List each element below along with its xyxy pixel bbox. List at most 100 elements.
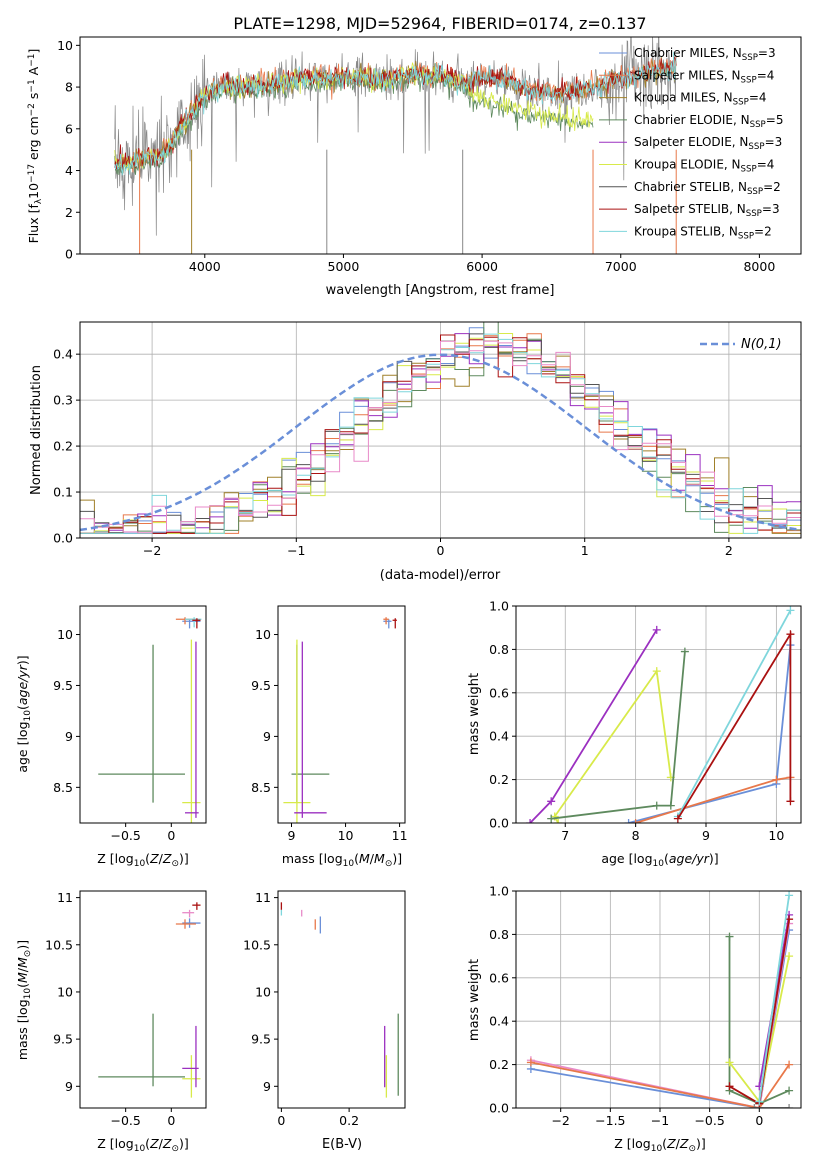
weight-marker	[652, 625, 661, 634]
y-axis-label: mass [log10(M/M⊙)]	[15, 940, 33, 1060]
y-axis-label: age [log10(age/yr)]	[15, 655, 33, 772]
y-tick-label: 0.8	[489, 927, 509, 942]
x-tick-label: 0	[755, 1113, 763, 1128]
y-tick-label: 8	[65, 80, 73, 95]
errorbar-point	[294, 641, 327, 818]
normal-curve	[80, 353, 801, 532]
model-spectrum	[114, 56, 677, 170]
legend-label: Salpeter MILES, NSSP=4	[634, 68, 774, 85]
x-tick-label: 0	[167, 828, 175, 843]
mass-vs-metallicity: −0.5 0 9 9.5 10 10.5 11 Z [log10(Z/Z⊙)] mass [lo…	[15, 890, 207, 1154]
x-tick-label: −0.5	[694, 1113, 724, 1128]
model-spectrum	[114, 62, 594, 172]
x-tick-label: 5000	[328, 259, 360, 274]
weight-marker	[673, 814, 682, 823]
y-tick-label: 0.0	[53, 531, 73, 546]
x-axis-label: Z [log10(Z/Z⊙)]	[97, 1136, 189, 1154]
y-tick-label: 6	[65, 121, 73, 136]
y-tick-label: 11	[255, 890, 271, 905]
y-tick-label: 10.5	[45, 937, 73, 952]
y-tick-label: 11	[57, 890, 73, 905]
weight-marker	[786, 606, 795, 615]
x-tick-label: 8000	[743, 259, 775, 274]
x-tick-label: 10	[338, 828, 354, 843]
errorbar-point	[192, 902, 201, 910]
weight-vs-age: 7 8 9 10 0.0 0.2 0.4 0.6 0.8 1.0 age [log10(age/yr…	[467, 599, 802, 869]
weight-marker	[547, 814, 556, 823]
y-tick-label: 0.6	[489, 685, 509, 700]
errorbar-point	[185, 617, 202, 628]
y-axis-label: Normed distribution	[29, 365, 44, 495]
x-tick-label: 0.2	[339, 1113, 359, 1128]
x-tick-label: 7	[561, 828, 569, 843]
weight-marker	[772, 775, 781, 784]
weight-line	[530, 1061, 790, 1108]
x-tick-label: −0.5	[110, 1113, 140, 1128]
y-tick-label: 0.4	[489, 729, 509, 744]
weight-marker	[785, 1104, 794, 1108]
y-tick-label: 8.5	[53, 780, 73, 795]
legend-label: N(0,1)	[741, 337, 782, 352]
y-tick-label: 0.2	[489, 1057, 509, 1072]
legend-label: Kroupa STELIB, NSSP=2	[634, 224, 772, 241]
y-axis-label: mass weight	[467, 959, 482, 1041]
age-vs-mass: 9 10 11 8.5 9 9.5 10 mass [log10(M/M⊙)]	[251, 605, 408, 869]
weight-marker	[624, 819, 633, 823]
x-axis-label: Z [log10(Z/Z⊙)]	[97, 851, 189, 869]
weight-line	[628, 645, 792, 823]
axes-frame	[79, 890, 207, 1109]
weight-marker	[785, 1060, 794, 1069]
errorbar-point	[185, 641, 199, 818]
x-tick-label: 0	[167, 1113, 175, 1128]
x-axis-label: Z [log10(Z/Z⊙)]	[614, 1136, 706, 1154]
x-axis-label: wavelength [Angstrom, rest frame]	[326, 283, 555, 298]
y-tick-label: 9.5	[53, 678, 73, 693]
y-tick-label: 8.5	[251, 780, 271, 795]
y-tick-label: 0.2	[489, 772, 509, 787]
y-tick-label: 0.0	[489, 816, 509, 831]
legend-label: Salpeter STELIB, NSSP=3	[634, 202, 780, 219]
errorbar-point	[98, 644, 185, 803]
y-tick-label: 9	[263, 729, 271, 744]
y-tick-label: 2	[65, 205, 73, 220]
residual-histogram: −2 −1 0 1 2 0.0 0.1 0.2 0.3 0.4 N(0,1) (data-model)…	[29, 321, 802, 583]
weight-marker	[750, 1104, 759, 1108]
spectrum-chart: 4000 5000 6000 7000 8000 0 2 4 6 8 10 wavelength [A…	[26, 36, 802, 298]
x-axis-label: E(B-V)	[322, 1137, 362, 1152]
plot-area	[283, 617, 397, 823]
residual-step	[80, 334, 801, 534]
legend-label: Kroupa MILES, NSSP=4	[634, 91, 767, 108]
x-axis-label: age [log10(age/yr)]	[601, 851, 718, 869]
weight-marker	[547, 797, 556, 806]
mass-vs-ebv: 0 0.2 9 9.5 10 10.5 11 E(B-V)	[243, 890, 406, 1152]
weight-marker	[785, 891, 794, 900]
y-tick-label: 9.5	[53, 1032, 73, 1047]
weight-line	[551, 651, 686, 820]
weight-marker	[652, 667, 661, 676]
weight-marker	[554, 819, 563, 823]
weight-marker	[680, 647, 689, 656]
x-tick-label: −1	[651, 1113, 669, 1128]
errorbar-point	[182, 1025, 199, 1088]
legend-label: Chabrier STELIB, NSSP=2	[634, 180, 781, 197]
x-tick-label: 9	[288, 828, 296, 843]
axes-frame	[79, 36, 802, 255]
errorbar-point	[182, 1055, 201, 1098]
x-tick-label: 11	[392, 828, 408, 843]
x-tick-label: 7000	[605, 259, 637, 274]
x-tick-label: 4000	[189, 259, 221, 274]
y-tick-label: 0.6	[489, 970, 509, 985]
x-tick-label: −0.5	[110, 828, 140, 843]
weight-line	[553, 668, 672, 823]
x-tick-label: −1.5	[595, 1113, 625, 1128]
y-tick-label: 10	[57, 627, 73, 642]
x-axis-label: mass [log10(M/M⊙)]	[282, 851, 402, 869]
legend-label: Chabrier MILES, NSSP=3	[634, 46, 776, 63]
weight-line	[677, 630, 792, 820]
weight-marker	[785, 1086, 794, 1095]
model-spectrum	[114, 67, 594, 175]
weight-marker	[666, 801, 675, 810]
residual-step	[80, 327, 801, 534]
y-tick-label: 10	[255, 627, 271, 642]
